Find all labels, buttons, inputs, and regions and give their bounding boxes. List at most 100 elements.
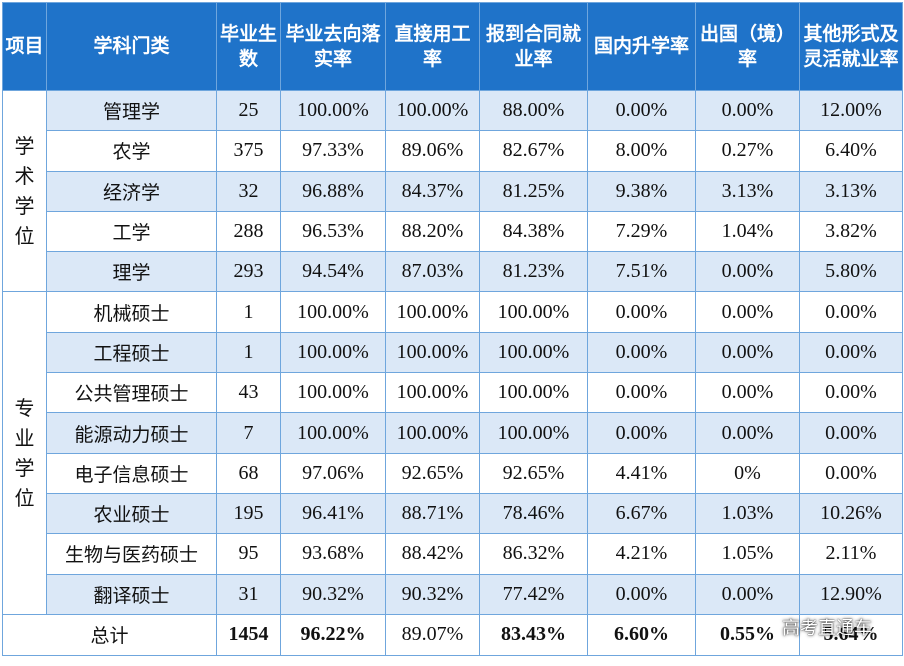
value-cell: 100.00% xyxy=(280,412,386,454)
header-cell: 报到合同就业率 xyxy=(479,2,588,91)
table-body: 学术学位 管理学 25 100.00% 100.00% 88.00% 0.00% 0.00% 1… xyxy=(2,89,903,615)
value-cell: 100.00% xyxy=(385,291,480,333)
value-cell: 68 xyxy=(216,452,281,494)
value-cell: 8.00% xyxy=(587,130,696,172)
table-row: 工程硕士 1 100.00% 100.00% 100.00% 0.00% 0.00% 0.00… xyxy=(3,331,903,374)
table-row: 生物与医药硕士 95 93.68% 88.42% 86.32% 4.21% 1.05% 2.1… xyxy=(3,533,903,575)
value-cell: 0.00% xyxy=(799,452,903,494)
header-cell: 毕业去向落实率 xyxy=(280,2,386,91)
value-cell: 3.13% xyxy=(799,170,903,212)
value-cell: 88.20% xyxy=(385,210,480,253)
value-cell: 12.90% xyxy=(799,573,903,615)
value-cell: 100.00% xyxy=(385,372,480,414)
value-cell: 100.00% xyxy=(479,372,588,414)
value-cell: 0.00% xyxy=(587,331,696,374)
value-cell: 96.53% xyxy=(280,210,386,253)
header-cell: 直接用工率 xyxy=(385,2,480,91)
value-cell: 7.29% xyxy=(587,210,696,253)
value-cell: 2.11% xyxy=(799,533,903,575)
value-cell: 100.00% xyxy=(280,331,386,374)
table-row: 电子信息硕士 68 97.06% 92.65% 92.65% 4.41% 0% 0.00% xyxy=(3,452,903,494)
subject-cell: 工学 xyxy=(46,210,217,253)
value-cell: 0.00% xyxy=(695,89,800,132)
total-cell: 1454 xyxy=(216,613,281,656)
table-row: 理学 293 94.54% 87.03% 81.23% 7.51% 0.00% 5.80% xyxy=(3,251,903,293)
value-cell: 3.13% xyxy=(695,170,800,212)
value-cell: 84.37% xyxy=(385,170,480,212)
value-cell: 95 xyxy=(216,533,281,575)
value-cell: 100.00% xyxy=(280,291,386,333)
value-cell: 12.00% xyxy=(799,89,903,132)
total-cell: 96.22% xyxy=(280,613,386,656)
value-cell: 100.00% xyxy=(479,412,588,454)
subject-cell: 电子信息硕士 xyxy=(46,452,217,494)
group-label: 专业学位 xyxy=(2,291,47,615)
value-cell: 7 xyxy=(216,412,281,454)
total-cell: 89.07% xyxy=(385,613,480,656)
subject-cell: 工程硕士 xyxy=(46,331,217,374)
value-cell: 92.65% xyxy=(385,452,480,494)
group-label: 学术学位 xyxy=(2,89,47,293)
subject-cell: 翻译硕士 xyxy=(46,573,217,615)
value-cell: 0.00% xyxy=(799,372,903,414)
value-cell: 4.41% xyxy=(587,452,696,494)
value-cell: 0.00% xyxy=(587,372,696,414)
value-cell: 0.00% xyxy=(695,573,800,615)
subject-cell: 农学 xyxy=(46,130,217,172)
value-cell: 97.33% xyxy=(280,130,386,172)
value-cell: 3.82% xyxy=(799,210,903,253)
value-cell: 293 xyxy=(216,251,281,293)
value-cell: 90.32% xyxy=(280,573,386,615)
table-row: 公共管理硕士 43 100.00% 100.00% 100.00% 0.00% 0.00% 0… xyxy=(3,372,903,414)
value-cell: 100.00% xyxy=(385,412,480,454)
value-cell: 1.03% xyxy=(695,492,800,535)
table-row: 学术学位 管理学 25 100.00% 100.00% 88.00% 0.00% 0.00% 1… xyxy=(2,89,903,293)
header-cell: 项目 xyxy=(2,2,47,91)
employment-rate-table: 项目 学科门类 毕业生数 毕业去向落实率 直接用工率 报到合同就业率 国内升学率… xyxy=(2,2,903,656)
value-cell: 31 xyxy=(216,573,281,615)
subject-cell: 农业硕士 xyxy=(46,492,217,535)
value-cell: 0.00% xyxy=(799,412,903,454)
value-cell: 1 xyxy=(216,331,281,374)
value-cell: 0.27% xyxy=(695,130,800,172)
value-cell: 97.06% xyxy=(280,452,386,494)
table-row: 农业硕士 195 96.41% 88.71% 78.46% 6.67% 1.03% 10.26… xyxy=(3,492,903,535)
value-cell: 89.06% xyxy=(385,130,480,172)
value-cell: 43 xyxy=(216,372,281,414)
value-cell: 100.00% xyxy=(385,331,480,374)
value-cell: 6.67% xyxy=(587,492,696,535)
header-cell: 国内升学率 xyxy=(587,2,696,91)
value-cell: 100.00% xyxy=(479,291,588,333)
header-row: 项目 学科门类 毕业生数 毕业去向落实率 直接用工率 报到合同就业率 国内升学率… xyxy=(2,2,903,91)
value-cell: 0.00% xyxy=(799,291,903,333)
value-cell: 5.80% xyxy=(799,251,903,293)
value-cell: 1.05% xyxy=(695,533,800,575)
value-cell: 10.26% xyxy=(799,492,903,535)
header-cell: 毕业生数 xyxy=(216,2,281,91)
value-cell: 0.00% xyxy=(799,331,903,374)
value-cell: 84.38% xyxy=(479,210,588,253)
value-cell: 92.65% xyxy=(479,452,588,494)
value-cell: 4.21% xyxy=(587,533,696,575)
table-row: 能源动力硕士 7 100.00% 100.00% 100.00% 0.00% 0.00% 0.… xyxy=(3,412,903,454)
value-cell: 93.68% xyxy=(280,533,386,575)
value-cell: 25 xyxy=(216,89,281,132)
value-cell: 88.71% xyxy=(385,492,480,535)
header-cell: 学科门类 xyxy=(46,2,217,91)
value-cell: 87.03% xyxy=(385,251,480,293)
value-cell: 288 xyxy=(216,210,281,253)
value-cell: 0% xyxy=(695,452,800,494)
table-row: 工学 288 96.53% 88.20% 84.38% 7.29% 1.04% 3.82% xyxy=(3,210,903,253)
value-cell: 1.04% xyxy=(695,210,800,253)
value-cell: 6.40% xyxy=(799,130,903,172)
value-cell: 195 xyxy=(216,492,281,535)
value-cell: 0.00% xyxy=(587,89,696,132)
value-cell: 81.23% xyxy=(479,251,588,293)
total-cell: 0.55% xyxy=(695,613,800,656)
value-cell: 0.00% xyxy=(587,573,696,615)
value-cell: 100.00% xyxy=(385,89,480,132)
subject-cell: 经济学 xyxy=(46,170,217,212)
value-cell: 94.54% xyxy=(280,251,386,293)
value-cell: 0.00% xyxy=(695,412,800,454)
value-cell: 7.51% xyxy=(587,251,696,293)
